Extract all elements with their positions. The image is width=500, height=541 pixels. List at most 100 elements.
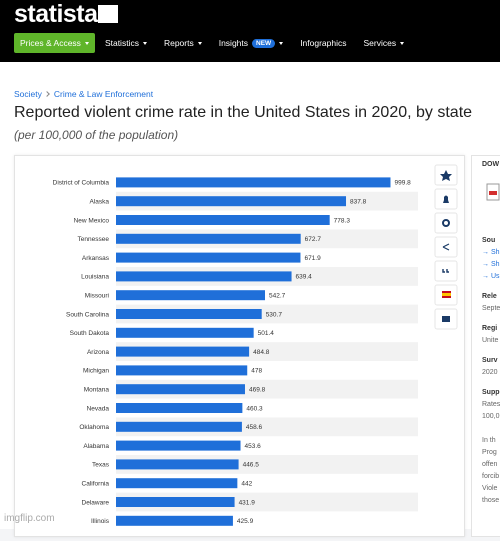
value-label: 478 bbox=[251, 368, 262, 375]
bar bbox=[116, 421, 242, 432]
value-label: 446.5 bbox=[243, 462, 260, 469]
sidebar-text: Surv bbox=[482, 357, 498, 364]
category-label: California bbox=[82, 481, 110, 488]
nav-item[interactable]: Services bbox=[364, 33, 405, 53]
value-label: 639.4 bbox=[296, 274, 313, 281]
toolbar bbox=[434, 164, 458, 330]
value-label: 458.6 bbox=[246, 424, 263, 431]
bar bbox=[116, 384, 245, 395]
breadcrumb-item[interactable]: Society bbox=[14, 89, 42, 99]
category-label: Delaware bbox=[82, 499, 110, 506]
bell-icon bbox=[443, 195, 449, 203]
subtitle: (per 100,000 of the population) bbox=[14, 128, 179, 142]
value-label: 530.7 bbox=[266, 311, 283, 318]
category-label: Missouri bbox=[85, 293, 109, 300]
separator bbox=[44, 91, 50, 97]
category-label: South Carolina bbox=[66, 311, 109, 318]
nav-label: Insights bbox=[218, 38, 249, 48]
sidebar-text: DOW bbox=[482, 161, 500, 168]
value-label: 778.3 bbox=[334, 217, 351, 224]
sidebar-text: Rates bbox=[482, 401, 500, 408]
category-label: Texas bbox=[92, 462, 110, 469]
category-label: Michigan bbox=[83, 368, 109, 375]
value-label: 460.3 bbox=[246, 405, 263, 412]
bar bbox=[116, 252, 301, 263]
bar bbox=[116, 478, 238, 489]
breadcrumb: Society Crime & Law Enforcement bbox=[14, 89, 153, 99]
category-label: Arizona bbox=[87, 349, 109, 356]
breadcrumb-item[interactable]: Crime & Law Enforcement bbox=[53, 89, 154, 99]
print-icon bbox=[442, 316, 450, 322]
sidebar-text: Prog bbox=[482, 449, 497, 456]
value-label: 425.9 bbox=[237, 518, 254, 525]
nav-item[interactable]: Insights NEW bbox=[218, 33, 284, 53]
nav-label: Services bbox=[363, 38, 397, 48]
caret bbox=[279, 41, 284, 45]
share-button[interactable] bbox=[434, 236, 458, 258]
value-label: 837.8 bbox=[350, 199, 367, 206]
value-label: 542.7 bbox=[269, 293, 286, 300]
sidebar-text[interactable]: → Sh bbox=[482, 249, 500, 256]
category-label: Arkansas bbox=[82, 255, 110, 262]
chart: Illinois 425.9 Delaware 431.9 California 442 T… bbox=[53, 164, 458, 526]
star-icon bbox=[440, 170, 452, 181]
sidebar-text: forcib bbox=[482, 473, 500, 480]
sidebar-text[interactable]: → Us bbox=[482, 273, 500, 280]
category-label: New Mexico bbox=[74, 217, 110, 224]
nav-item[interactable]: Prices & Access bbox=[14, 33, 95, 53]
sidebar-text: 2020 bbox=[482, 369, 498, 376]
caret bbox=[142, 41, 147, 45]
sidebar-text: In th bbox=[482, 437, 496, 444]
watermark: imgflip.com bbox=[4, 513, 55, 524]
bar bbox=[116, 196, 347, 207]
bar bbox=[116, 346, 250, 357]
sidebar-text: 100,0 bbox=[482, 413, 500, 420]
gear-icon bbox=[442, 219, 450, 227]
nav-label: Reports bbox=[163, 38, 194, 48]
nav-label: Statistics bbox=[104, 38, 139, 48]
category-label: South Dakota bbox=[70, 330, 110, 337]
cite-button[interactable] bbox=[434, 260, 458, 282]
nav-item[interactable]: Statistics bbox=[105, 33, 147, 53]
caret bbox=[84, 41, 89, 45]
sidebar-text[interactable]: → Sh bbox=[482, 261, 500, 268]
settings-button[interactable] bbox=[434, 212, 458, 234]
category-label: Illinois bbox=[91, 518, 110, 525]
nav-item[interactable]: Infographics bbox=[300, 33, 346, 53]
share-icon bbox=[442, 243, 450, 251]
sidebar-text: Septe bbox=[482, 305, 500, 312]
bar bbox=[116, 440, 241, 451]
nav-item[interactable]: Reports bbox=[164, 33, 202, 53]
page-title: Reported violent crime rate in the Unite… bbox=[14, 104, 473, 121]
value-label: 672.7 bbox=[305, 236, 322, 243]
bar bbox=[116, 215, 330, 225]
bar bbox=[116, 403, 243, 413]
caret bbox=[197, 41, 202, 45]
bar bbox=[116, 515, 233, 526]
bar bbox=[116, 290, 265, 301]
bar bbox=[116, 327, 254, 338]
category-label: Montana bbox=[84, 387, 110, 394]
sidebar-text: Viole bbox=[482, 485, 498, 492]
category-label: Tennessee bbox=[78, 236, 110, 243]
value-label: 484.8 bbox=[253, 349, 270, 356]
category-label: Alabama bbox=[83, 443, 109, 450]
bar bbox=[116, 309, 262, 319]
value-label: 999.8 bbox=[394, 180, 411, 187]
logo[interactable]: statista bbox=[14, 0, 98, 28]
sidebar-text: Rele bbox=[482, 293, 497, 300]
sidebar-text: offen bbox=[482, 461, 498, 468]
value-label: 671.9 bbox=[304, 255, 321, 262]
bar bbox=[116, 177, 391, 188]
logo-icon[interactable] bbox=[98, 5, 118, 23]
bar bbox=[116, 459, 239, 470]
sidebar-text: Sou bbox=[482, 237, 496, 244]
sidebar-text: those bbox=[482, 497, 500, 504]
pdf-icon[interactable] bbox=[486, 183, 500, 201]
bar bbox=[116, 497, 235, 507]
nav: Prices & Access Statistics Reports Insights… bbox=[14, 33, 421, 53]
value-label: 469.8 bbox=[249, 387, 266, 394]
category-label: Alaska bbox=[89, 199, 109, 206]
category-label: Oklahoma bbox=[79, 424, 109, 431]
value-label: 453.6 bbox=[245, 443, 262, 450]
